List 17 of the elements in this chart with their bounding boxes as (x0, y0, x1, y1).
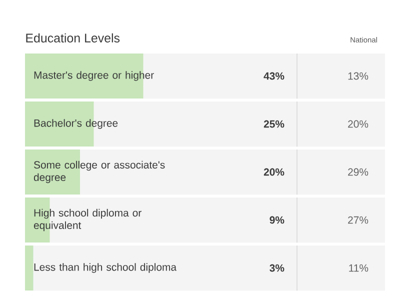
text: 29% (348, 168, 368, 176)
data-label: 43% (264, 72, 284, 80)
data-label: 20% (264, 168, 284, 176)
text: 20% (348, 120, 368, 128)
data-label: 3% (270, 264, 284, 272)
y-tick-label: Master's degree or higher (34, 71, 154, 81)
y-tick-label: Some college or associate's degree (34, 160, 165, 184)
y-tick-label: Less than high school diploma (34, 263, 177, 273)
data-label: 25% (264, 120, 284, 128)
bar (25, 246, 34, 291)
text: 13% (348, 72, 368, 80)
data-label: 9% (270, 216, 284, 224)
y-tick-label: Bachelor's degree (34, 119, 118, 129)
text: 27% (348, 216, 368, 224)
text: 11% (349, 264, 368, 272)
y-tick-label: High school diploma or equivalent (34, 208, 142, 232)
chart-title: Education Levels (26, 33, 120, 42)
